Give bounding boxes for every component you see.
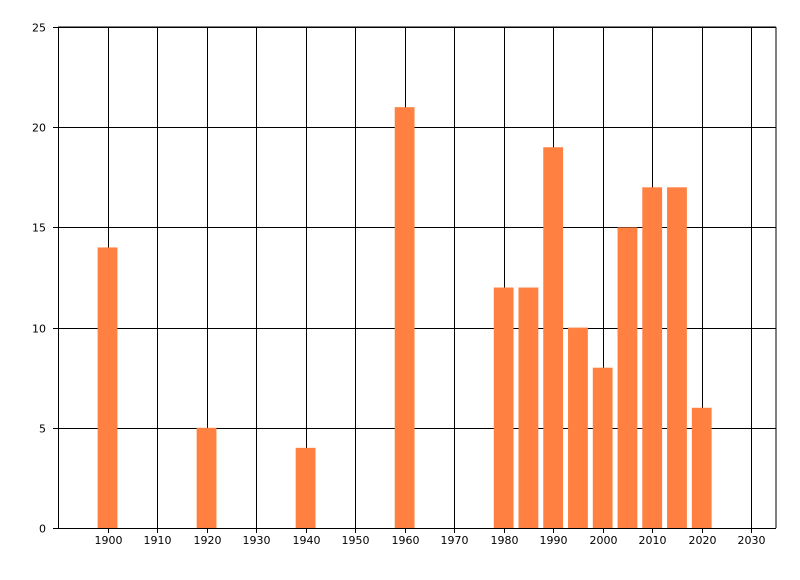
bar-2010: [642, 187, 663, 528]
x-tick-label: 1970: [441, 534, 469, 547]
bar-2015: [667, 187, 687, 528]
x-tick-label: 1980: [491, 534, 519, 547]
y-tick-label: 10: [32, 323, 46, 336]
y-tick-label: 20: [32, 122, 46, 135]
x-tick-label: 2010: [639, 534, 667, 547]
x-tick-label: 2000: [590, 534, 618, 547]
x-tick-label: 1950: [342, 534, 370, 547]
bar-1960: [394, 107, 415, 528]
x-tick-label: 1920: [194, 534, 222, 547]
bar-2000: [592, 367, 613, 528]
bar-1920: [196, 427, 217, 528]
bar-1985: [518, 287, 539, 528]
x-tick-label: 2020: [689, 534, 717, 547]
bar-1940: [295, 447, 316, 528]
x-tick-label: 1990: [540, 534, 568, 547]
bar-2020: [691, 407, 712, 528]
y-tick-label: 15: [32, 222, 46, 235]
axis-layer: [58, 27, 776, 529]
bar-2005: [617, 227, 638, 528]
bar-1980: [493, 287, 514, 528]
x-tick-label: 1910: [144, 534, 172, 547]
y-tick-label: 5: [39, 423, 46, 436]
bar-layer: [97, 107, 712, 529]
y-tick-label: 0: [39, 523, 46, 536]
bar-1995: [568, 327, 588, 528]
y-tick-label: 25: [32, 22, 46, 35]
x-tick-label: 1900: [95, 534, 123, 547]
x-tick-label: 1940: [293, 534, 321, 547]
x-tick-label: 1960: [392, 534, 420, 547]
x-tick-label: 1930: [243, 534, 271, 547]
x-tick-label: 2030: [738, 534, 766, 547]
bar-1900: [97, 247, 118, 528]
tick-label-layer: 0 5 10 15 20 25 1900 1910 1920 1930 1940 1950 1960 19…: [32, 22, 766, 548]
bar-1990: [543, 147, 564, 529]
